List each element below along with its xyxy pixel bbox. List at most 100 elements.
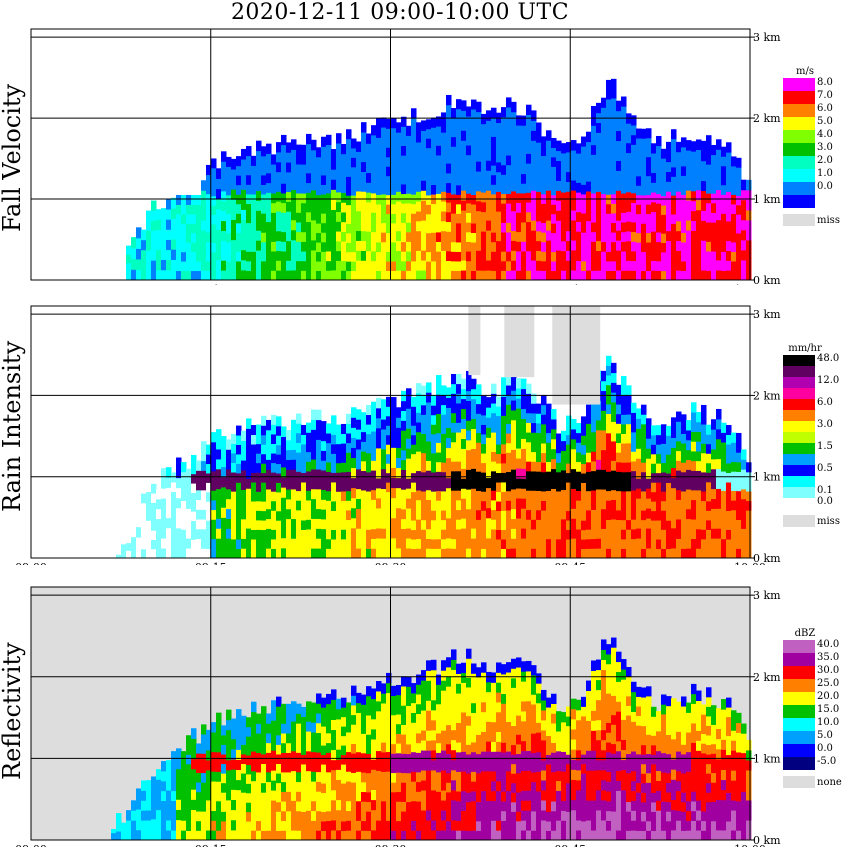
echo-cell — [576, 143, 582, 154]
echo-cell — [211, 761, 217, 772]
echo-cell — [671, 157, 677, 168]
echo-cell — [531, 704, 537, 715]
echo-cell — [486, 230, 492, 241]
echo-cell — [496, 406, 502, 417]
echo-cell — [566, 539, 572, 550]
echo-cell — [456, 118, 462, 129]
echo-cell — [706, 519, 712, 530]
echo-cell — [461, 498, 467, 509]
echo-cell — [126, 534, 132, 544]
echo-cell — [511, 181, 517, 192]
echo-cell — [416, 201, 422, 212]
echo-cell — [236, 709, 242, 720]
echo-cell — [426, 528, 432, 539]
echo-cell — [326, 810, 332, 822]
echo-cell — [446, 820, 452, 831]
echo-cell — [486, 457, 492, 468]
echo-cell — [381, 498, 387, 509]
echo-cell — [276, 801, 282, 812]
echo-cell — [746, 490, 752, 502]
echo-cell — [551, 528, 557, 539]
echo-cell — [481, 133, 487, 144]
echo-cell — [616, 404, 622, 415]
echo-cell — [156, 489, 162, 500]
echo-cell — [716, 149, 722, 160]
echo-cell — [361, 441, 367, 452]
echo-cell — [596, 220, 602, 232]
echo-cell — [631, 212, 637, 223]
echo-cell — [616, 160, 622, 171]
echo-cell — [561, 221, 567, 232]
echo-cell — [601, 107, 607, 118]
echo-cell — [416, 538, 422, 549]
echo-cell — [481, 201, 487, 213]
echo-cell — [571, 150, 577, 161]
echo-cell — [466, 648, 472, 659]
echo-cell — [426, 760, 432, 771]
echo-cell — [216, 810, 222, 821]
echo-cell — [511, 706, 517, 717]
echo-cell — [541, 155, 547, 166]
echo-cell — [621, 500, 627, 511]
echo-cell — [486, 270, 492, 281]
echo-cell — [621, 144, 627, 155]
echo-cell — [541, 251, 547, 262]
echo-cell — [421, 180, 427, 191]
echo-cell — [276, 491, 282, 502]
echo-cell — [281, 762, 287, 773]
echo-cell — [396, 517, 402, 529]
echo-cell — [176, 809, 182, 821]
echo-cell — [541, 145, 547, 157]
echo-cell — [356, 732, 362, 743]
echo-cell — [526, 490, 532, 501]
echo-cell — [721, 529, 727, 540]
echo-cell — [346, 761, 352, 772]
echo-cell — [216, 781, 222, 792]
echo-cell — [231, 269, 237, 281]
echo-cell — [556, 250, 562, 261]
echo-cell — [741, 528, 747, 539]
echo-cell — [451, 422, 457, 433]
echo-cell — [411, 732, 417, 743]
echo-cell — [261, 251, 267, 262]
echo-cell — [606, 232, 612, 243]
echo-cell — [636, 478, 642, 489]
echo-cell — [411, 203, 417, 214]
echo-cell — [526, 133, 532, 145]
echo-cell — [536, 810, 542, 821]
echo-cell — [386, 790, 392, 802]
echo-cell — [406, 724, 412, 735]
echo-cell — [421, 433, 427, 444]
echo-cell — [371, 538, 377, 549]
echo-cell — [501, 164, 507, 175]
echo-cell — [616, 210, 622, 221]
echo-cell — [346, 820, 352, 831]
echo-cell — [516, 438, 522, 449]
echo-cell — [571, 458, 577, 470]
echo-cell — [671, 195, 677, 206]
echo-cell — [361, 230, 367, 242]
echo-cell — [401, 695, 407, 706]
echo-cell — [456, 800, 462, 812]
echo-cell — [346, 810, 352, 821]
echo-cell — [516, 830, 522, 841]
echo-cell — [706, 481, 712, 492]
echo-cell — [336, 260, 342, 271]
echo-cell — [351, 820, 357, 831]
echo-cell — [671, 547, 677, 559]
echo-cell — [401, 241, 407, 252]
echo-cell — [546, 270, 552, 281]
echo-cell — [551, 820, 557, 831]
echo-cell — [606, 403, 612, 415]
echo-cell — [371, 688, 377, 700]
echo-cell — [496, 539, 502, 550]
echo-cell — [731, 529, 737, 540]
echo-cell — [596, 479, 602, 490]
echo-cell — [581, 136, 587, 147]
echo-cell — [126, 810, 132, 821]
echo-cell — [471, 810, 477, 821]
echo-cell — [431, 679, 437, 691]
echo-cell — [156, 259, 162, 271]
legend-swatch — [783, 156, 815, 169]
echo-cell — [406, 518, 412, 529]
